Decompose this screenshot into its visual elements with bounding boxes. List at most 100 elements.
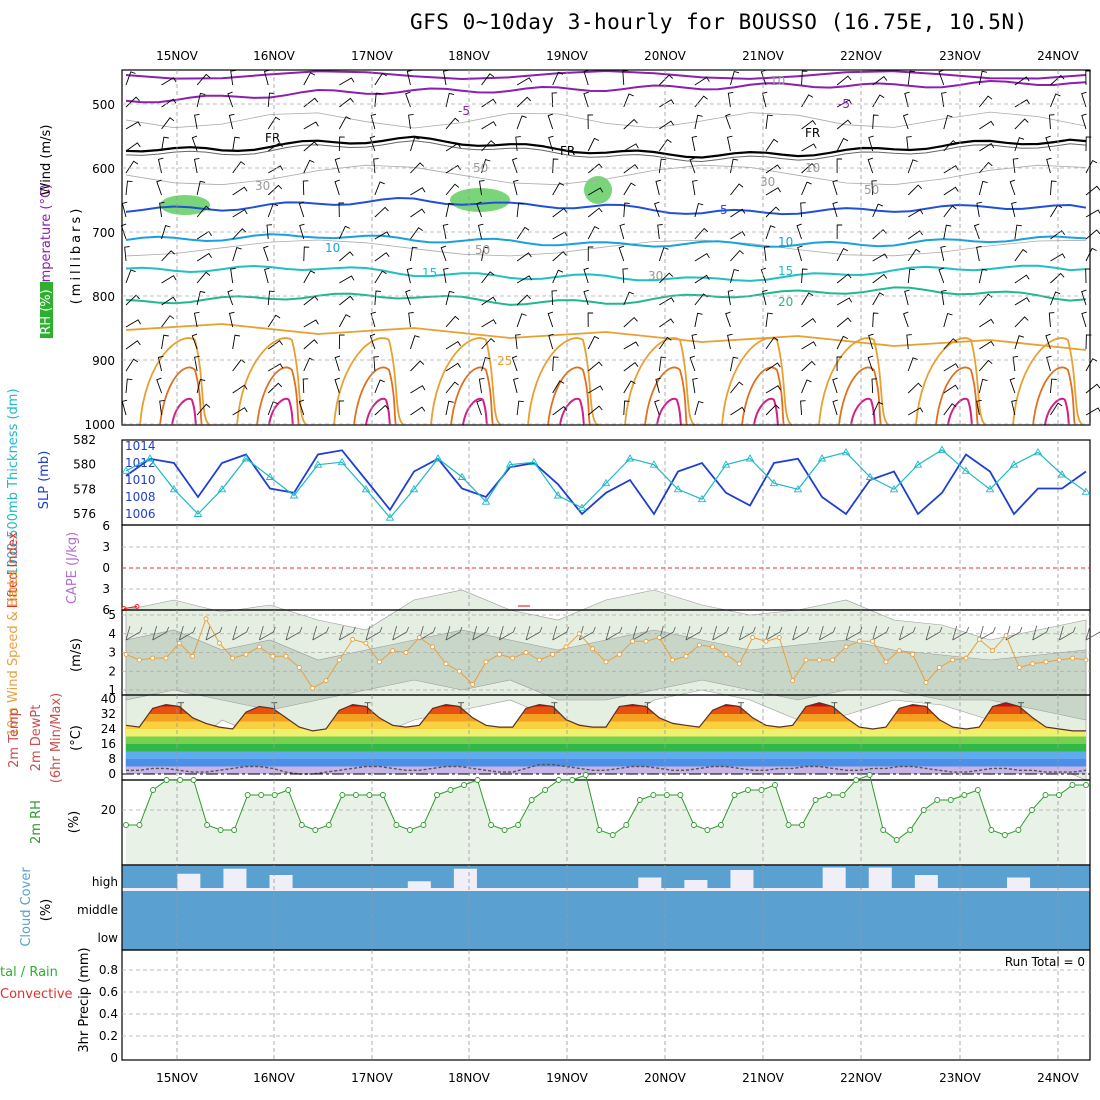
date-label-bottom-2: 17NOV [351, 1071, 393, 1085]
temp-contour-35-0 [171, 397, 197, 426]
wind-barb-435 [654, 399, 660, 416]
wind10-point-8 [230, 655, 236, 661]
wind-barb-254 [196, 271, 211, 284]
wind-barb-428 [410, 406, 426, 416]
wind-barb-148 [410, 187, 426, 196]
date-label-bottom-7: 22NOV [840, 1071, 882, 1085]
wind-barb-283 [227, 289, 234, 306]
wind-barb-286 [339, 295, 354, 306]
rh2m-point-10 [258, 792, 265, 798]
wind-barb-287 [374, 290, 382, 306]
wind-barb-129 [730, 158, 739, 174]
wind-barb-313 [303, 319, 319, 328]
wind-barb-192 [976, 201, 982, 218]
wind-barb-50 [904, 91, 910, 108]
temp-contour-FR-shadow [125, 140, 1087, 163]
wind-barb-40 [551, 92, 558, 108]
contour-label-fr1: FR [265, 131, 280, 145]
wind-barb-233 [440, 245, 447, 262]
thickness-point-33 [913, 460, 923, 468]
wind10-point-28 [496, 651, 502, 657]
wind10-point-68 [1030, 661, 1036, 667]
wind-barb-151 [513, 179, 519, 196]
temp-contour-25-7 [818, 337, 890, 426]
wind-barb-419 [1085, 383, 1100, 394]
wind-barb-123 [511, 157, 518, 174]
wind-barb-35 [374, 92, 382, 108]
rh2m-point-69 [1056, 792, 1062, 798]
wind-barb-208 [552, 231, 568, 240]
wind-barb-188 [832, 201, 838, 218]
wind-barb-185 [730, 208, 746, 218]
thickness-point-2 [169, 484, 179, 493]
wind-barb-294 [623, 291, 634, 306]
contour-label-t10a: 10 [325, 241, 340, 255]
rh2m-axis-label: 2m RH [29, 800, 44, 844]
date-label-top-2: 17NOV [351, 49, 393, 63]
wind10-point-12 [283, 653, 289, 659]
wind-barb-206 [477, 223, 484, 240]
rh2m-point-16 [339, 792, 346, 798]
wind-barb-39 [516, 96, 532, 108]
wind-barb-42 [623, 93, 634, 108]
wind-barb-252 [125, 269, 136, 284]
cloud-label-high: high [92, 875, 118, 889]
wind10-point-22 [416, 635, 422, 640]
wind10-point-36 [603, 659, 609, 665]
wind-barb-368 [267, 363, 284, 372]
wind-barb-180 [552, 207, 568, 218]
thickness-point-0 [121, 466, 131, 474]
temp-minmax-9 [1018, 702, 1024, 714]
wind-barb-327 [801, 317, 817, 328]
wind10-point-26 [470, 681, 476, 687]
wind-barb-68 [547, 113, 554, 130]
wind-barb-169 [159, 201, 165, 218]
wind-barb-420 [121, 399, 128, 416]
thickness-point-4 [217, 484, 227, 493]
wind-barb-147 [374, 181, 385, 196]
wind-barb-241 [730, 249, 744, 262]
rh2m-point-27 [488, 822, 495, 828]
wind-barb-203 [374, 231, 390, 240]
thickness-point-35 [961, 466, 971, 474]
wind-barb-309 [161, 315, 175, 328]
wind-barb-219 [943, 224, 952, 240]
upper-air-ytick-900: 900 [92, 354, 115, 368]
thickness-point-30 [841, 447, 851, 456]
thickness-ytick-576: 576 [73, 507, 96, 521]
wind-barb-124 [552, 158, 559, 174]
wind10-barb-50 [792, 625, 810, 641]
wind-barb-323 [659, 318, 675, 328]
wind-barb-264 [552, 269, 564, 284]
rh2m-point-4 [177, 777, 184, 783]
rh2m-point-0 [123, 822, 129, 828]
temp2m-line [125, 702, 1086, 732]
rh2m-point-24 [447, 787, 454, 793]
wind10-point-13 [296, 665, 302, 670]
precip-panel-frame [121, 949, 1091, 1061]
thickness-axis-label: 1000-500mb Thickness (dm) [6, 388, 21, 575]
wind-barb-311 [228, 311, 235, 328]
rh-contour-50 [125, 239, 1087, 257]
wind-barb-318 [481, 319, 497, 328]
wind-barb-380 [689, 355, 696, 372]
wind10-point-1 [136, 657, 142, 663]
wind-barb-320 [547, 311, 554, 328]
wind10-point-48 [763, 638, 769, 644]
wind-barb-316 [408, 312, 414, 328]
wind-barb-171 [232, 209, 248, 218]
wind-barb-126 [623, 164, 639, 174]
rh2m-point-34 [582, 772, 589, 778]
temp-contour-25-3 [430, 337, 502, 426]
wind-barb-258 [339, 275, 355, 284]
wind-barb-251 [1085, 247, 1097, 262]
wind10-point-24 [443, 661, 449, 667]
wind-barb-263 [516, 275, 533, 284]
wind-barb-43 [659, 99, 675, 108]
wind-barb-93 [445, 142, 461, 152]
wind-barb-186 [765, 206, 780, 218]
wind-barb-60 [267, 116, 281, 130]
wind-barb-430 [476, 399, 482, 416]
wind-barb-149 [445, 183, 460, 196]
wind-barb-15 [659, 74, 674, 86]
